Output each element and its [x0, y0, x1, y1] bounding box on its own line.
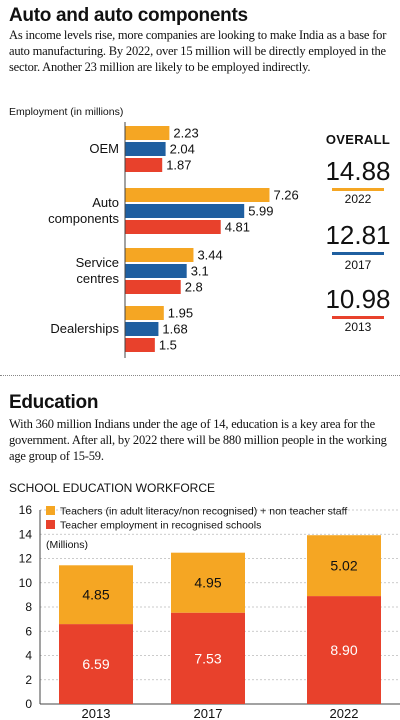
- category-label-oem: OEM: [89, 141, 119, 156]
- value-label-oem-2022: 2.23: [173, 126, 198, 141]
- stack-value-label-2017-0: 7.53: [194, 650, 221, 666]
- category-label-service-centres: Service: [76, 255, 119, 270]
- overall-year-2013: 2013: [344, 320, 372, 334]
- value-label-oem-2017: 2.04: [170, 142, 195, 157]
- overall-year-2017: 2017: [344, 258, 372, 272]
- y-tick-label-14: 14: [19, 527, 33, 541]
- value-label-service-centres-2017: 3.1: [191, 264, 209, 279]
- value-label-dealerships-2017: 1.68: [162, 322, 187, 337]
- education-description: With 360 million Indians under the age o…: [9, 417, 387, 463]
- bar-oem-2022: [125, 126, 170, 140]
- bar-service-centres-2022: [125, 248, 194, 262]
- overall-line-2017: [332, 252, 384, 255]
- bar-auto-components-2022: [125, 188, 270, 202]
- education-chart-title: SCHOOL EDUCATION WORKFORCE: [9, 481, 216, 495]
- overall-line-2013: [332, 316, 384, 319]
- y-tick-label-8: 8: [25, 600, 32, 614]
- bar-dealerships-2013: [125, 338, 155, 352]
- stack-value-label-2013-1: 4.85: [82, 587, 109, 603]
- section-divider: [0, 375, 400, 376]
- y-tick-label-10: 10: [19, 576, 33, 590]
- stack-bar-2013-other-staff: [59, 565, 133, 625]
- value-label-auto-components-2013: 4.81: [225, 220, 250, 235]
- x-tick-label-2013: 2013: [82, 706, 111, 720]
- y-axis-unit-label: (Millions): [46, 539, 88, 551]
- legend-swatch-0: [46, 506, 55, 515]
- education-section-title: Education: [9, 392, 99, 413]
- stack-value-label-2013-0: 6.59: [82, 656, 109, 672]
- category-label-service-centres: centres: [76, 271, 119, 286]
- category-label-dealerships: Dealerships: [50, 321, 119, 336]
- stack-bar-2017-teachers-recognised: [171, 612, 245, 704]
- value-label-auto-components-2017: 5.99: [248, 204, 273, 219]
- stack-bar-2022-teachers-recognised: [307, 596, 381, 704]
- y-tick-label-16: 16: [19, 503, 33, 517]
- overall-value-2022: 14.88: [325, 156, 391, 186]
- y-tick-label-2: 2: [25, 673, 32, 687]
- y-tick-label-12: 12: [19, 552, 33, 566]
- stack-value-label-2022-0: 8.90: [330, 642, 357, 658]
- stack-value-label-2017-1: 4.95: [194, 575, 221, 591]
- stack-bar-2013-teachers-recognised: [59, 624, 133, 704]
- legend-swatch-1: [46, 520, 55, 529]
- auto-employment-chart: 2.232.041.87 OEM 7.265.994.81 Autocomponent…: [48, 122, 299, 358]
- y-tick-label-4: 4: [25, 649, 32, 663]
- bar-auto-components-2017: [125, 204, 245, 218]
- category-label-auto-components: Auto: [92, 195, 119, 210]
- stack-bar-2022-other-staff: [307, 535, 381, 597]
- overall-line-2022: [332, 188, 384, 191]
- value-label-oem-2013: 1.87: [166, 158, 191, 173]
- overall-panel: OVERALL 14.88 2022 12.81 2017 10.98 2013: [318, 128, 398, 348]
- auto-section-title: Auto and auto components: [9, 5, 248, 26]
- legend-label-1: Teacher employment in recognised schools: [60, 520, 261, 532]
- bar-service-centres-2013: [125, 280, 181, 294]
- bar-dealerships-2017: [125, 322, 159, 336]
- overall-value-2013: 10.98: [325, 284, 391, 314]
- auto-unit-label: Employment (in millions): [9, 106, 124, 118]
- overall-value-2017: 12.81: [325, 220, 391, 250]
- legend-label-0: Teachers (in adult literacy/non recognis…: [60, 506, 347, 518]
- bar-dealerships-2022: [125, 306, 164, 320]
- overall-label: OVERALL: [325, 132, 391, 147]
- education-workforce-chart: 0 2 4 6 8 10 12 14 16 6.59 4.85 2013 7.53 4.95 2017 8.9…: [19, 503, 400, 720]
- value-label-service-centres-2013: 2.8: [185, 280, 203, 295]
- category-label-auto-components: components: [48, 211, 119, 226]
- stack-value-label-2022-1: 5.02: [330, 558, 357, 574]
- auto-description: As income levels rise, more companies ar…: [9, 28, 387, 74]
- value-label-dealerships-2013: 1.5: [159, 338, 177, 353]
- value-label-service-centres-2022: 3.44: [197, 248, 222, 263]
- value-label-auto-components-2022: 7.26: [273, 188, 298, 203]
- y-tick-label-0: 0: [25, 697, 32, 711]
- stack-bar-2017-other-staff: [171, 552, 245, 613]
- x-tick-label-2022: 2022: [330, 706, 359, 720]
- bar-oem-2017: [125, 142, 166, 156]
- x-tick-label-2017: 2017: [194, 706, 223, 720]
- y-tick-label-6: 6: [25, 624, 32, 638]
- overall-year-2022: 2022: [344, 192, 372, 206]
- bar-service-centres-2017: [125, 264, 187, 278]
- value-label-dealerships-2022: 1.95: [168, 306, 193, 321]
- bar-oem-2013: [125, 158, 163, 172]
- bar-auto-components-2013: [125, 220, 221, 234]
